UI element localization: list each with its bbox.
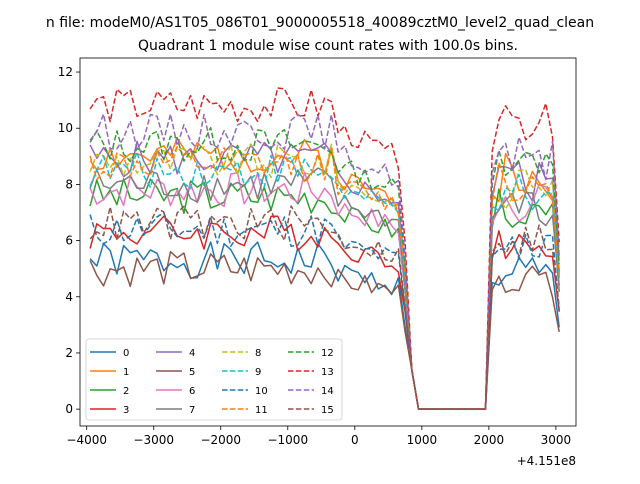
legend-label-1: 1 — [123, 367, 129, 378]
chart-title: Quadrant 1 module wise count rates with … — [138, 38, 518, 54]
x-tick-label: −2000 — [200, 433, 241, 447]
legend-label-4: 4 — [189, 348, 195, 359]
series-line-15 — [89, 205, 560, 410]
legend-label-7: 7 — [189, 405, 195, 416]
figure-suptitle: n file: modeM0/AS1T05_086T01_9000005518_… — [46, 15, 594, 31]
legend-box — [85, 338, 343, 421]
series-line-10 — [89, 212, 560, 410]
x-tick-label: 2000 — [474, 433, 505, 447]
y-tick-label: 2 — [65, 346, 73, 360]
series-layer — [89, 87, 560, 410]
legend-label-3: 3 — [123, 405, 129, 416]
legend-label-15: 15 — [321, 405, 334, 416]
y-tick-label: 6 — [65, 234, 73, 248]
legend-label-11: 11 — [255, 405, 268, 416]
y-tick-label: 10 — [58, 121, 73, 135]
legend-label-9: 9 — [255, 367, 261, 378]
y-tick-label: 0 — [65, 402, 73, 416]
y-tick-label: 12 — [58, 65, 73, 79]
x-axis: −4000 −3000 −2000 −1000 0 1000 2000 3000 — [66, 426, 571, 447]
plot-frame — [79, 57, 577, 427]
series-line-13 — [89, 87, 560, 410]
legend-label-8: 8 — [255, 348, 261, 359]
x-tick-label: 3000 — [541, 433, 572, 447]
x-offset-label: +4.151e8 — [517, 454, 576, 468]
x-tick-label: −1000 — [267, 433, 308, 447]
x-tick-label: 0 — [351, 433, 359, 447]
legend-label-0: 0 — [123, 348, 129, 359]
x-tick-label: 1000 — [407, 433, 438, 447]
y-axis: 0 2 4 6 8 10 12 — [58, 65, 80, 416]
legend-label-14: 14 — [321, 386, 334, 397]
legend-label-2: 2 — [123, 386, 129, 397]
legend-label-6: 6 — [189, 386, 195, 397]
legend-label-13: 13 — [321, 367, 334, 378]
legend-label-10: 10 — [255, 386, 268, 397]
x-tick-label: −4000 — [66, 433, 107, 447]
legend-label-12: 12 — [321, 348, 334, 359]
legend-label-5: 5 — [189, 367, 195, 378]
x-tick-label: −3000 — [133, 433, 174, 447]
y-tick-label: 4 — [65, 290, 73, 304]
y-tick-label: 8 — [65, 177, 73, 191]
